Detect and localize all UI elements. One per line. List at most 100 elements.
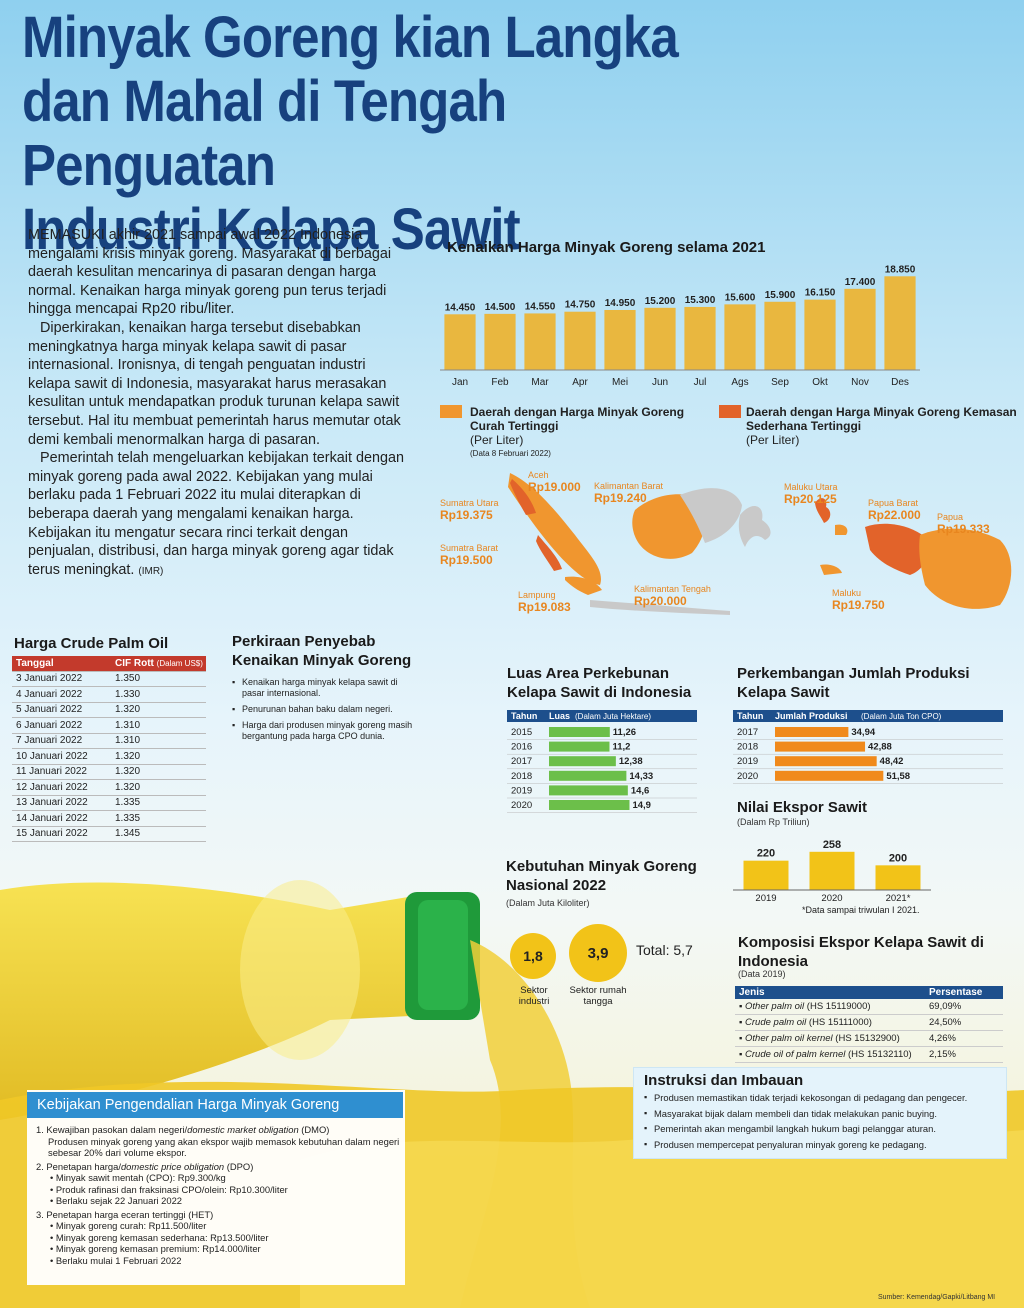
date-cell: 3 Januari 2022 <box>12 671 111 687</box>
policy-text: 2. Penetapan harga/ <box>36 1160 121 1172</box>
date-cell: 12 Januari 2022 <box>12 779 111 796</box>
year-label: 2016 <box>511 742 532 753</box>
price-chart: 14.450 Jan 14.500 Feb 14.550 Mar 14.750 Apr 14.9… <box>440 264 920 388</box>
price-bar-label: 17.400 <box>845 277 876 288</box>
policy-subitem: • Produk rafinasi dan fraksinasi CPO/ole… <box>50 1183 288 1195</box>
list-item: Pemerintah akan mengambil langkah hukum … <box>644 1123 1006 1135</box>
production-chart: Tahun Jumlah Produksi (Dalam Juta Ton CPO)… <box>733 710 1003 784</box>
table-row: ▪ Other palm oil (HS 15119000) 69,09% <box>735 999 1003 1015</box>
year-label: 2017 <box>737 727 758 738</box>
table-row: 5 Januari 2022 1.320 <box>12 702 206 718</box>
instruksi-list: Produsen memastikan tidak terjadi kekoso… <box>644 1092 1006 1150</box>
price-bar <box>884 276 916 370</box>
percentage-cell: 24,50% <box>925 1014 1003 1031</box>
causes-list: Kenaikan harga minyak kelapa sawit di pa… <box>232 677 422 747</box>
price-bar-label: 16.150 <box>805 288 836 299</box>
map-legend-curah: Daerah dengan Harga Minyak Goreng Curah … <box>440 405 700 459</box>
value-bar <box>549 756 616 767</box>
legend-title: Daerah dengan Harga Minyak Goreng Kemasa… <box>746 405 1017 433</box>
price-cell: 1.320 <box>111 748 206 765</box>
date-cell: 15 Januari 2022 <box>12 826 111 842</box>
value-label: 14,33 <box>629 771 653 782</box>
policy-item: 2. Penetapan harga/domestic price obliga… <box>36 1161 401 1173</box>
price-month-label: Feb <box>491 377 509 388</box>
export-bar <box>875 865 921 890</box>
export-bar <box>809 851 855 890</box>
percentage-cell: 4,26% <box>925 1030 1003 1047</box>
price-cell: 1.350 <box>111 671 206 687</box>
price-bar-label: 15.200 <box>645 296 676 307</box>
date-cell: 13 Januari 2022 <box>12 795 111 811</box>
area-chart: Tahun Luas (Dalam Juta Hektare) 2015 11,26 20… <box>507 710 697 813</box>
price-cell: 1.335 <box>111 795 206 811</box>
jenis-cell: ▪ Other palm oil kernel (HS 15132900) <box>735 1030 925 1047</box>
export-chart: 220 2019 258 2020 200 2021* <box>733 839 931 904</box>
percentage-cell: 69,09% <box>925 999 1003 1015</box>
price-bar-label: 14.750 <box>565 300 596 311</box>
region-name: Maluku <box>832 588 862 598</box>
table-row: 4 Januari 2022 1.330 <box>12 686 206 703</box>
price-bar-label: 14.500 <box>485 302 516 313</box>
price-month-label: Sep <box>771 377 789 388</box>
value-bar <box>549 727 610 737</box>
export-bar-label: 258 <box>823 839 841 851</box>
value-label: 14,9 <box>632 800 650 811</box>
region-price: Rp19.500 <box>440 553 493 567</box>
value-label: 14,6 <box>631 785 650 796</box>
price-month-label: Jul <box>694 377 707 388</box>
chart-table-header <box>507 710 697 722</box>
value-label: 48,42 <box>880 756 904 767</box>
region-name: Maluku Utara <box>784 482 838 492</box>
col-header: Tahun <box>737 711 763 721</box>
hs-code: (HS 15119000) <box>804 1001 871 1012</box>
jenis-cell: ▪ Crude palm oil (HS 15111000) <box>735 1014 925 1031</box>
policy-desc: Produsen minyak goreng yang akan ekspor … <box>48 1135 400 1159</box>
region-name: Sumatra Utara <box>440 498 499 508</box>
date-cell: 6 Januari 2022 <box>12 717 111 734</box>
map-region-lampung: Lampung Rp19.083 <box>518 590 571 614</box>
policy-subitem-text: Minyak sawit mentah (CPO): Rp9.300/kg <box>55 1172 226 1183</box>
col-unit: (Dalam US$) <box>156 658 203 668</box>
price-bar <box>684 306 716 370</box>
price-month-label: Okt <box>812 377 828 388</box>
table-row: 6 Januari 2022 1.310 <box>12 717 206 734</box>
policy-subitem-text: Berlaku mulai 1 Februari 2022 <box>55 1254 182 1266</box>
intro-paragraph: Pemerintah telah mengeluarkan kebijakan … <box>28 449 406 581</box>
policy-subitem: • Minyak goreng kemasan premium: Rp14.00… <box>50 1243 261 1254</box>
map-region-kalteng: Kalimantan Tengah Rp20.000 <box>634 584 711 608</box>
value-bar <box>775 741 866 752</box>
region-price: Rp19.375 <box>440 508 493 522</box>
col-header: Luas <box>549 711 570 721</box>
list-item: Masyarakat bijak dalam membeli dan tidak… <box>644 1108 1006 1120</box>
jenis-cell: ▪ Other palm oil (HS 15119000) <box>735 999 925 1015</box>
policy-subitem: • Berlaku sejak 22 Januari 2022 <box>50 1195 183 1206</box>
title-line: Minyak Goreng kian Langka <box>22 5 679 70</box>
needs-industri-circle: 1,8 <box>510 933 556 979</box>
title-line: Industri Kelapa Sawit <box>22 197 521 262</box>
col-header: Jenis <box>739 987 765 998</box>
policy-subitem: • Minyak goreng kemasan sederhana: Rp13.… <box>50 1231 269 1243</box>
date-cell: 10 Januari 2022 <box>12 748 111 765</box>
export-type: Crude oil of palm kernel <box>745 1049 846 1060</box>
policy-item: 1. Kewajiban pasokan dalam negeri/domest… <box>36 1124 401 1136</box>
export-bar-label: 200 <box>889 852 907 864</box>
author-sign: (IMR) <box>138 565 164 577</box>
table-row: 15 Januari 2022 1.345 <box>12 826 206 842</box>
value-label: 12,38 <box>619 756 643 767</box>
price-bar <box>604 309 636 370</box>
policy-text: (DPO) <box>224 1160 254 1172</box>
date-cell: 14 Januari 2022 <box>12 810 111 827</box>
value-bar <box>775 770 884 781</box>
table-row: 12 Januari 2022 1.320 <box>12 779 206 796</box>
price-bar-label: 15.300 <box>685 295 716 306</box>
date-cell: 5 Januari 2022 <box>12 702 111 718</box>
value-label: 34,94 <box>851 727 875 738</box>
price-bar <box>484 313 516 370</box>
col-header: CIF Rott (Dalam US$) <box>111 656 206 672</box>
year-label: 2019 <box>737 756 758 767</box>
export-year-label: 2020 <box>821 893 842 904</box>
kebijakan-box <box>27 1090 405 1285</box>
policy-subitem: • Minyak sawit mentah (CPO): Rp9.300/kg <box>50 1172 226 1183</box>
price-bar-label: 18.850 <box>885 264 916 275</box>
indonesia-map <box>508 473 1012 615</box>
